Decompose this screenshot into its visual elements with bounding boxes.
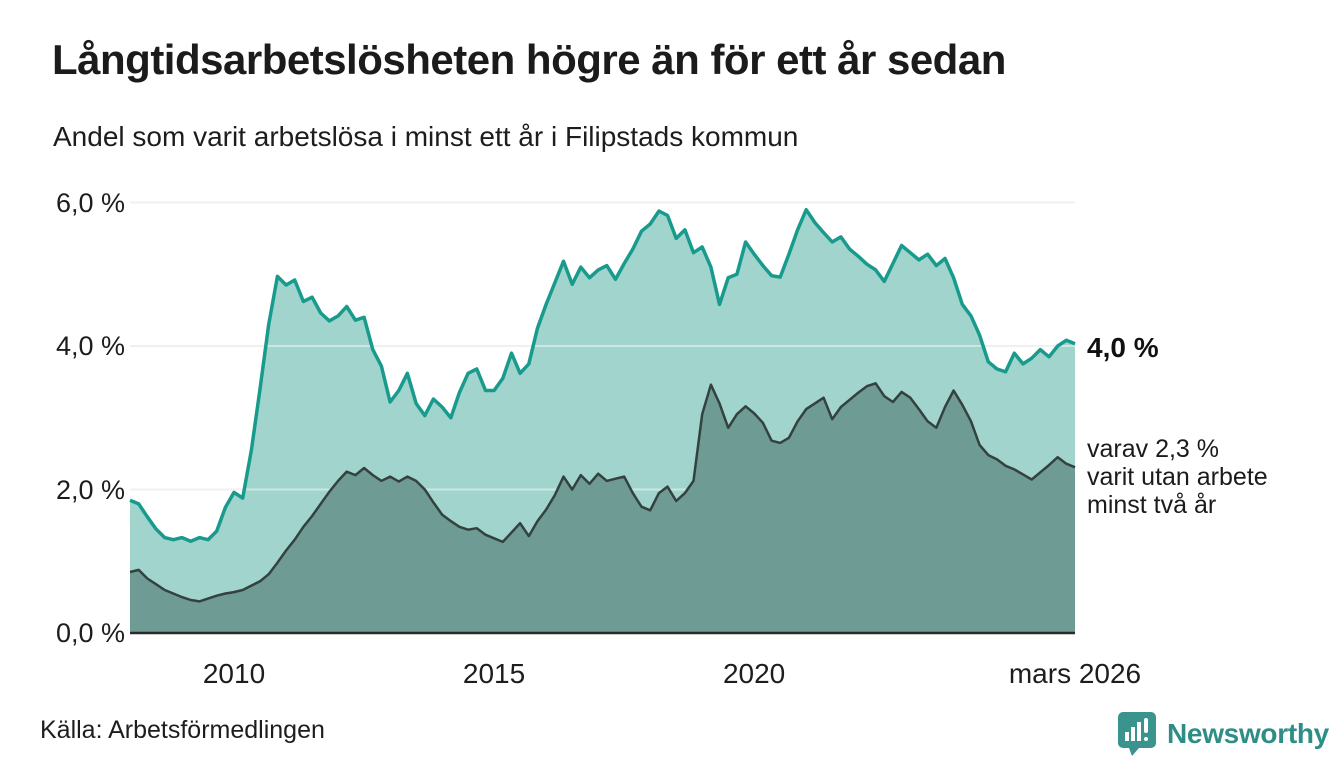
page-subtitle: Andel som varit arbetslösa i minst ett å… (53, 121, 799, 152)
source-credit: Källa: Arbetsförmedlingen (40, 716, 325, 744)
series-end-label-subseries-line: varav 2,3 % (1087, 435, 1220, 463)
y-axis-tick-label: 0,0 % (55, 618, 125, 648)
x-axis-tick-label: 2020 (722, 658, 786, 689)
x-axis-tick-label: 2015 (462, 658, 526, 689)
x-axis-tick-label: 2010 (202, 658, 266, 689)
brand-name: Newsworthy (1167, 718, 1329, 749)
series-end-label-subseries-line: minst två år (1087, 491, 1217, 519)
x-axis-tick-label: mars 2026 (1008, 658, 1142, 689)
brand-logo: Newsworthy (1117, 708, 1329, 758)
y-axis-tick-label: 6,0 % (55, 187, 125, 218)
series-end-label-subseries-line: varit utan arbete (1087, 463, 1268, 491)
y-axis-tick-label: 2,0 % (55, 474, 125, 505)
page-title: Långtidsarbetslösheten högre än för ett … (52, 36, 1006, 83)
newsworthy-speech-bubble-bar-chart-icon (1118, 712, 1156, 756)
y-axis-tick-label: 4,0 % (55, 331, 125, 361)
series-end-label-subseries: varav 2,3 % varit utan arbete minst två år (1087, 435, 1268, 519)
series-end-label-total: 4,0 % (1087, 332, 1159, 363)
